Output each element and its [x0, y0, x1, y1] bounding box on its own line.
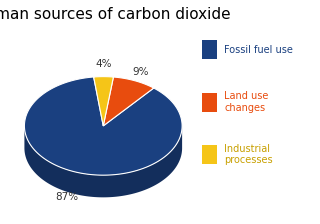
Text: 9%: 9%	[132, 67, 149, 77]
Text: Human sources of carbon dioxide: Human sources of carbon dioxide	[0, 7, 231, 22]
Bar	[202, 145, 217, 164]
Polygon shape	[103, 77, 154, 126]
Text: 4%: 4%	[95, 59, 112, 69]
Text: Industrial
processes: Industrial processes	[224, 144, 273, 165]
Polygon shape	[24, 77, 182, 175]
Text: 87%: 87%	[56, 192, 79, 202]
Bar	[202, 93, 217, 112]
Polygon shape	[24, 126, 182, 197]
Text: Land use
changes: Land use changes	[224, 91, 268, 113]
Bar	[202, 40, 217, 59]
Polygon shape	[94, 77, 113, 126]
Text: Fossil fuel use: Fossil fuel use	[224, 45, 293, 55]
